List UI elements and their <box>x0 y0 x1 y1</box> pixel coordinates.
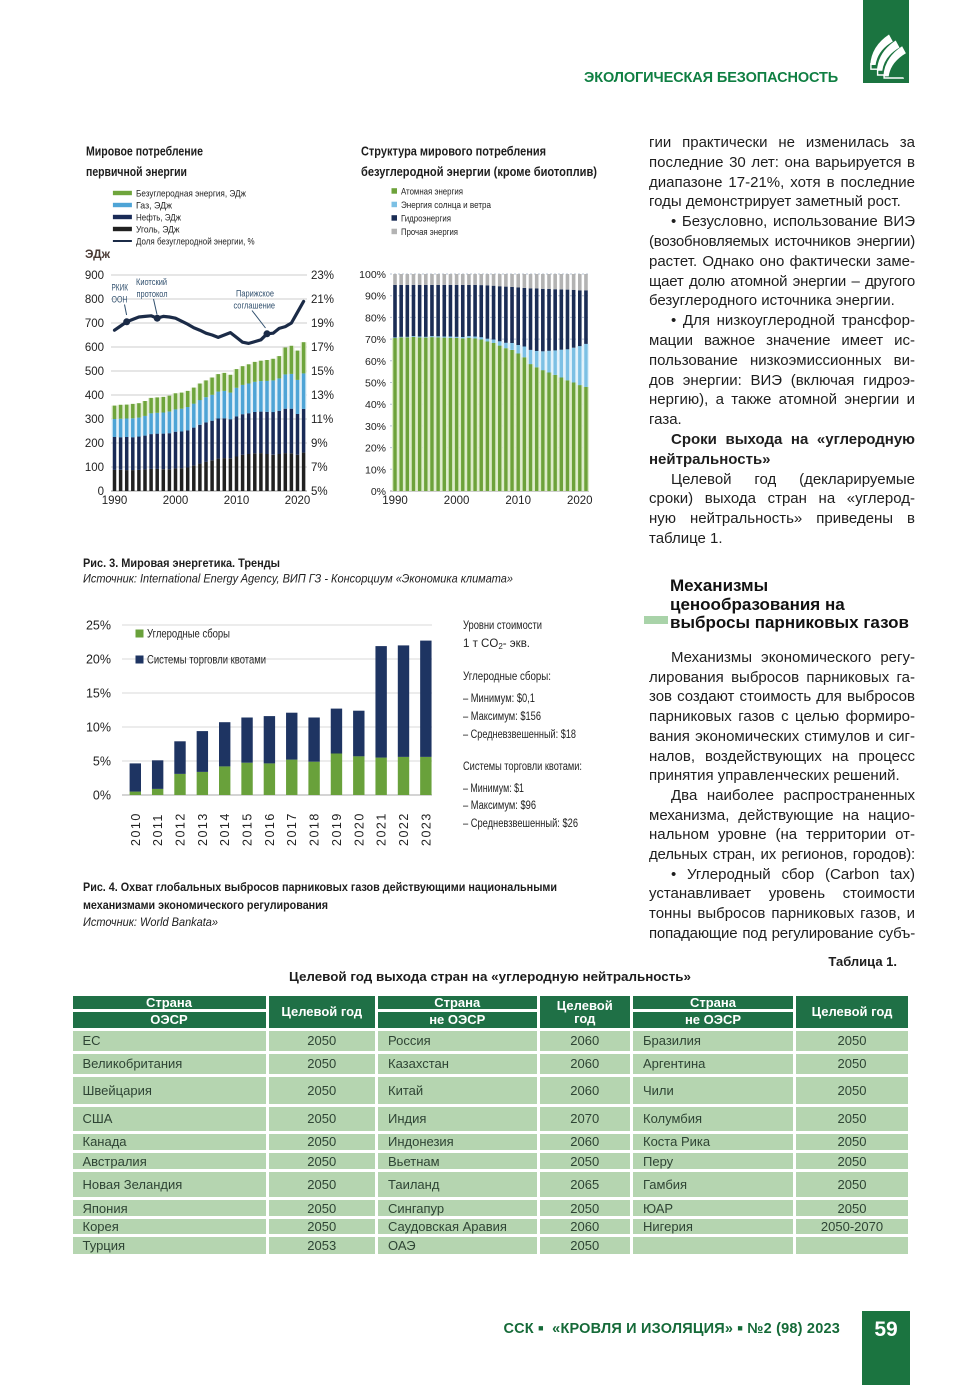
svg-text:80%: 80% <box>365 312 386 324</box>
svg-text:800: 800 <box>85 294 104 306</box>
svg-text:Парижское: Парижское <box>236 289 274 299</box>
svg-text:23%: 23% <box>311 270 334 282</box>
svg-text:безуглеродной энергии (кроме б: безуглеродной энергии (кроме биотоплив) <box>361 164 597 179</box>
svg-text:25%: 25% <box>86 619 111 633</box>
svg-text:– Максимум: $96: – Максимум: $96 <box>463 800 536 812</box>
svg-text:ЭДж: ЭДж <box>85 247 110 261</box>
svg-text:Системы торговли квотами: Системы торговли квотами <box>147 653 266 667</box>
svg-text:2000: 2000 <box>163 495 189 507</box>
svg-text:0: 0 <box>98 486 104 498</box>
svg-text:9%: 9% <box>311 438 328 450</box>
svg-text:2020: 2020 <box>352 812 366 846</box>
svg-text:2011: 2011 <box>151 813 165 846</box>
svg-text:10%: 10% <box>86 721 111 735</box>
svg-text:90%: 90% <box>365 291 386 303</box>
svg-text:– Средневзвешенный: $18: – Средневзвешенный: $18 <box>463 729 576 741</box>
svg-text:– Средневзвешенный: $26: – Средневзвешенный: $26 <box>463 818 578 830</box>
svg-text:0%: 0% <box>93 789 111 803</box>
svg-text:Гидроэнергия: Гидроэнергия <box>401 213 451 224</box>
svg-text:30%: 30% <box>365 421 386 433</box>
svg-text:2022: 2022 <box>397 812 411 846</box>
svg-text:Доля безуглеродной энергии, %: Доля безуглеродной энергии, % <box>136 236 255 247</box>
svg-text:2020: 2020 <box>285 495 311 507</box>
svg-text:2015: 2015 <box>241 812 255 846</box>
svg-text:Углеродные сборы: Углеродные сборы <box>147 627 230 641</box>
svg-text:2010: 2010 <box>129 812 143 846</box>
svg-text:1990: 1990 <box>382 495 408 507</box>
svg-text:13%: 13% <box>311 390 334 402</box>
svg-text:2012: 2012 <box>174 812 188 846</box>
svg-text:Атомная энергия: Атомная энергия <box>401 186 463 197</box>
svg-text:2010: 2010 <box>505 495 531 507</box>
svg-text:60%: 60% <box>365 356 386 368</box>
svg-text:Киотский: Киотский <box>136 277 167 287</box>
svg-text:2018: 2018 <box>308 812 322 846</box>
svg-text:Энергия солнца и ветра: Энергия солнца и ветра <box>401 200 492 211</box>
svg-text:Безуглеродная энергия, ЭДж: Безуглеродная энергия, ЭДж <box>136 188 247 199</box>
svg-text:20%: 20% <box>86 653 111 667</box>
svg-text:100: 100 <box>85 462 104 474</box>
svg-text:Системы торговли квотами:: Системы торговли квотами: <box>463 761 582 773</box>
svg-text:механизмами экономического рег: механизмами экономического регулирования <box>83 898 328 912</box>
svg-text:Нефть, ЭДж: Нефть, ЭДж <box>136 212 182 223</box>
svg-text:5%: 5% <box>311 486 328 498</box>
svg-text:900: 900 <box>85 270 104 282</box>
svg-text:2016: 2016 <box>263 812 277 846</box>
svg-text:соглашение: соглашение <box>234 301 276 311</box>
svg-text:– Максимум: $156: – Максимум: $156 <box>463 711 541 723</box>
svg-text:– Минимум: $1: – Минимум: $1 <box>463 783 524 795</box>
svg-text:7%: 7% <box>311 462 328 474</box>
svg-text:15%: 15% <box>311 366 334 378</box>
svg-text:Прочая энергия: Прочая энергия <box>401 227 458 238</box>
svg-text:500: 500 <box>85 366 104 378</box>
svg-text:2010: 2010 <box>224 495 250 507</box>
svg-text:70%: 70% <box>365 334 386 346</box>
svg-text:Мировое потребление: Мировое потребление <box>86 144 203 159</box>
svg-text:первичной энергии: первичной энергии <box>86 164 187 179</box>
svg-text:5%: 5% <box>93 755 111 769</box>
svg-text:600: 600 <box>85 342 104 354</box>
svg-text:17%: 17% <box>311 342 334 354</box>
svg-text:ООН: ООН <box>112 295 128 305</box>
svg-text:Уголь, ЭДж: Уголь, ЭДж <box>136 224 180 235</box>
svg-text:2020: 2020 <box>567 495 593 507</box>
svg-text:1990: 1990 <box>102 495 128 507</box>
svg-text:Рис. 3. Мировая энергетика. Тр: Рис. 3. Мировая энергетика. Тренды <box>83 556 280 570</box>
svg-text:Структура мирового потребления: Структура мирового потребления <box>361 144 546 159</box>
svg-text:Уровни стоимости: Уровни стоимости <box>463 620 542 632</box>
svg-text:2000: 2000 <box>444 495 470 507</box>
svg-text:Источник: World Bankata»: Источник: World Bankata» <box>83 915 218 929</box>
svg-text:15%: 15% <box>86 687 111 701</box>
svg-text:2014: 2014 <box>218 812 232 846</box>
svg-text:19%: 19% <box>311 318 334 330</box>
svg-text:Целевой год выхода стран на «у: Целевой год выхода стран на «углеродную … <box>289 969 691 984</box>
svg-text:100%: 100% <box>359 269 386 281</box>
svg-text:Газ, ЭДж: Газ, ЭДж <box>136 200 173 211</box>
svg-text:20%: 20% <box>365 443 386 455</box>
svg-text:2019: 2019 <box>330 812 344 846</box>
svg-text:200: 200 <box>85 438 104 450</box>
svg-text:протокол: протокол <box>137 289 168 299</box>
svg-text:11%: 11% <box>311 414 333 426</box>
svg-text:Углеродные сборы:: Углеродные сборы: <box>463 671 551 683</box>
svg-text:400: 400 <box>85 390 104 402</box>
svg-text:Источник: International Energ: Источник: International Energy Agency, В… <box>83 572 513 586</box>
svg-text:2013: 2013 <box>196 812 210 846</box>
svg-text:300: 300 <box>85 414 104 426</box>
svg-text:50%: 50% <box>365 378 386 390</box>
svg-text:21%: 21% <box>311 294 334 306</box>
svg-text:40%: 40% <box>365 399 386 411</box>
svg-text:Рис. 4. Охват глобальных выбро: Рис. 4. Охват глобальных выбросов парник… <box>83 880 557 894</box>
svg-text:Таблица 1.: Таблица 1. <box>828 954 897 969</box>
svg-text:10%: 10% <box>365 464 386 476</box>
svg-text:2023: 2023 <box>419 812 433 846</box>
svg-text:2021: 2021 <box>375 812 389 846</box>
svg-text:2017: 2017 <box>285 812 299 846</box>
svg-text:– Минимум: $0,1: – Минимум: $0,1 <box>463 693 535 705</box>
svg-text:0%: 0% <box>371 486 386 498</box>
svg-text:РКИК: РКИК <box>112 283 129 293</box>
svg-text:1 т CO2- экв.: 1 т CO2- экв. <box>463 638 530 651</box>
svg-text:700: 700 <box>85 318 104 330</box>
